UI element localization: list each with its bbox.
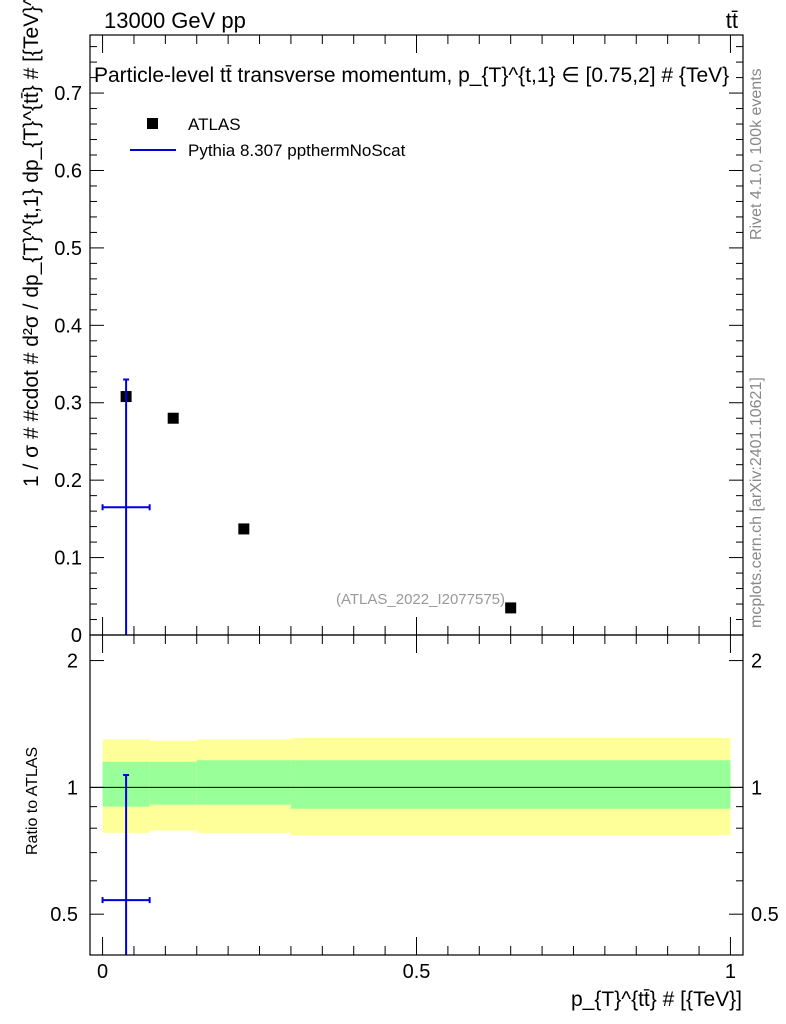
atlas-data-point — [167, 412, 179, 424]
ratio-band-inner — [290, 760, 731, 809]
watermark: (ATLAS_2022_I2077575) — [336, 591, 505, 608]
energy-label: 13000 GeV pp — [104, 8, 246, 33]
main-data-marks — [101, 378, 517, 635]
ratio-y-tick-label: 0.5 — [50, 904, 78, 926]
main-y-tick-label: 0.5 — [54, 238, 82, 260]
ratio-x-tick-label: 0.5 — [403, 961, 431, 983]
ratio-x-tick-label: 1 — [725, 961, 736, 983]
ratio-y-ticks: 0.5 0.5 1 1 2 2 — [50, 651, 779, 956]
legend: ATLAS Pythia 8.307 ppthermNoScat — [130, 115, 406, 160]
ratio-y-tick-label-right: 2 — [751, 651, 762, 673]
atlas-data-point — [238, 523, 250, 535]
process-label: tt̄ — [726, 8, 738, 33]
ratio-data-marks — [101, 773, 151, 955]
ratio-y-tick-label: 1 — [67, 777, 78, 799]
mcplots-label: mcplots.cern.ch [arXiv:2401.10621] — [748, 377, 765, 628]
atlas-data-point — [505, 602, 517, 614]
main-y-tick-label: 0.7 — [54, 83, 82, 105]
ratio-frame — [89, 634, 744, 956]
main-title: Particle-level tt̄ transverse momentum, … — [94, 64, 729, 87]
main-y-axis-label: 1 / σ # #cdot # d²σ / dp_{T}^{t,1} dp_{T… — [20, 0, 43, 487]
main-y-tick-label: 0.4 — [54, 315, 82, 337]
x-axis-label: p_{T}^{tt̄} # [{TeV}] — [571, 988, 742, 1011]
legend-atlas-label: ATLAS — [188, 115, 241, 134]
main-x-ticks — [102, 35, 731, 635]
rivet-label: Rivet 4.1.0, 100k events — [748, 68, 765, 240]
ratio-panel: 0.5 0.51 12 2 0 0.5 1 Ratio to ATLAS p_{T}^{t… — [24, 634, 779, 1011]
ratio-y-axis-label: Ratio to ATLAS — [24, 747, 41, 855]
ratio-band-inner — [196, 760, 291, 805]
ratio-band-inner — [149, 761, 197, 805]
main-y-tick-label: 0.1 — [54, 548, 82, 570]
ratio-bands — [102, 737, 731, 836]
main-y-tick-label: 0.3 — [54, 393, 82, 415]
main-y-tick-label: 0.2 — [54, 470, 82, 492]
main-panel: 0 0.1 0.2 0.3 0.4 0.5 0.6 0.7 Particle-level tt… — [20, 0, 744, 647]
ratio-y-tick-label: 2 — [67, 651, 78, 673]
legend-pythia-label: Pythia 8.307 ppthermNoScat — [188, 141, 406, 160]
ratio-x-tick-label: 0 — [97, 961, 108, 983]
ratio-y-tick-label-right: 0.5 — [751, 904, 779, 926]
ratio-x-ticks: 0 0.5 1 — [97, 635, 736, 983]
main-y-ticks: 0 0.1 0.2 0.3 0.4 0.5 0.6 0.7 — [54, 46, 743, 647]
ratio-y-tick-label-right: 1 — [751, 777, 762, 799]
main-y-tick-label: 0.6 — [54, 160, 82, 182]
main-y-tick-label: 0 — [71, 625, 82, 647]
legend-atlas-marker — [147, 118, 158, 129]
